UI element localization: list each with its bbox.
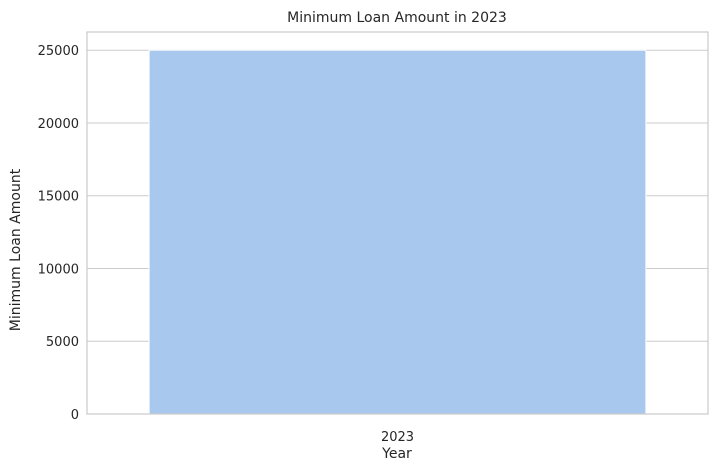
y-tick-label: 20000 [38, 117, 79, 132]
chart-title: Minimum Loan Amount in 2023 [287, 10, 507, 26]
y-tick-labels: 0 5000 10000 15000 20000 25000 [38, 44, 79, 423]
y-tick-label: 10000 [38, 262, 79, 277]
y-tick-label: 0 [71, 408, 79, 423]
y-axis-label: Minimum Loan Amount [8, 168, 24, 331]
plot-frame [86, 31, 709, 415]
x-tick-label: 2023 [381, 430, 414, 445]
y-tick-label: 5000 [46, 335, 79, 350]
y-tick-label: 15000 [38, 190, 79, 205]
axes-frame [86, 31, 709, 415]
bars [148, 49, 647, 415]
y-tick-label: 25000 [38, 44, 79, 59]
x-axis-label: Year [381, 446, 412, 462]
x-tick-labels: 2023 [381, 430, 414, 445]
bar-2023 [148, 49, 647, 415]
